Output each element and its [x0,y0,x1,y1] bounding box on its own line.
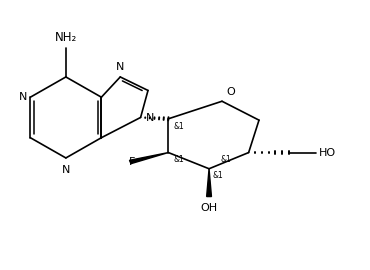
Text: O: O [226,87,235,97]
Text: N: N [19,92,28,102]
Text: OH: OH [201,203,218,213]
Text: NH₂: NH₂ [55,31,77,44]
Text: N: N [62,165,70,175]
Polygon shape [207,169,211,197]
Text: &1: &1 [174,122,185,131]
Text: HO: HO [319,147,336,158]
Text: &1: &1 [213,171,223,180]
Text: &1: &1 [174,155,185,164]
Text: N: N [146,113,155,123]
Text: F: F [129,157,135,167]
Text: N: N [116,62,124,72]
Text: &1: &1 [220,155,231,164]
Polygon shape [130,153,168,164]
